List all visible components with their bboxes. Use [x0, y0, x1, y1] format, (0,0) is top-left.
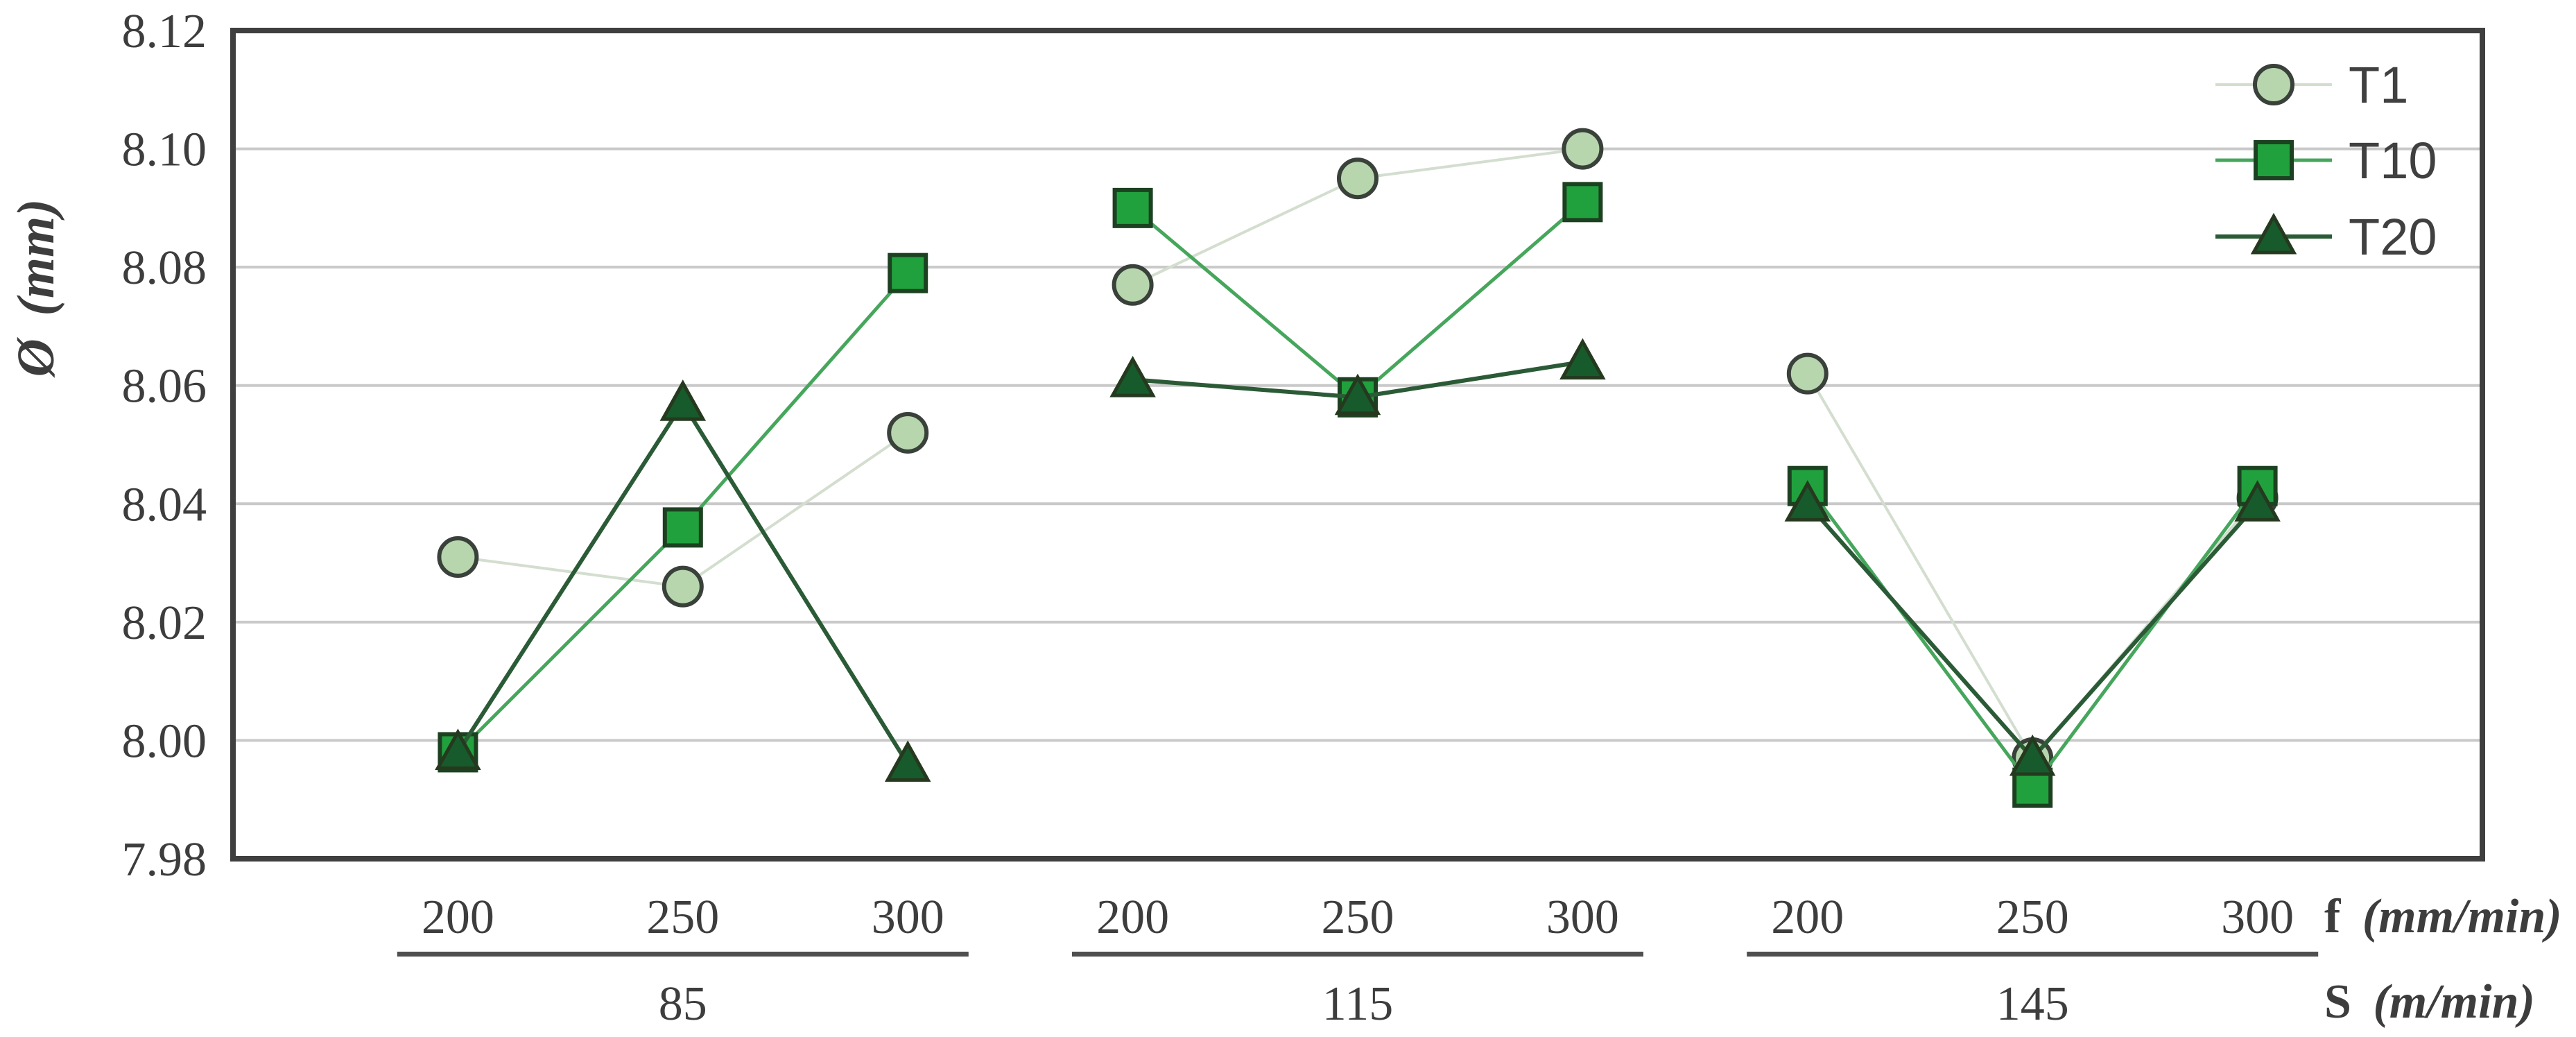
feed-tick-label: 250 — [1996, 891, 2069, 944]
feed-axis-unit: (mm/min) — [2362, 890, 2562, 943]
series-T10-line-group-1 — [1131, 200, 1584, 400]
series-T20-marker-3 — [1109, 356, 1156, 397]
legend-marker-T1 — [2253, 64, 2294, 105]
series-T20-marker-8 — [2234, 480, 2281, 522]
y-tick-label: 8.02 — [122, 597, 207, 650]
plot-border — [230, 28, 2485, 862]
group-separator-rule — [397, 952, 969, 957]
legend-marker-T20 — [2250, 212, 2297, 255]
feed-tick-label: 200 — [1096, 891, 1169, 944]
y-tick-label: 8.08 — [122, 241, 207, 295]
series-T10-marker-2 — [888, 252, 928, 293]
y-tick-label: 8.00 — [122, 714, 207, 768]
series-T1-line-group-2 — [1806, 372, 2259, 761]
y-tick-label: 8.10 — [122, 123, 207, 177]
series-T20-marker-0 — [435, 728, 481, 770]
legend-label-T10: T10 — [2349, 132, 2437, 189]
series-T10-marker-3 — [1112, 187, 1153, 228]
y-tick-label: 8.04 — [122, 478, 207, 531]
series-T1-marker-6 — [1786, 352, 1829, 395]
series-T20-marker-2 — [884, 740, 931, 782]
feed-tick-label: 250 — [1322, 891, 1394, 944]
y-tick-label: 8.12 — [122, 5, 207, 58]
y-tick-label: 7.98 — [122, 833, 207, 886]
speed-group-label: 85 — [659, 977, 707, 1031]
series-T20-marker-5 — [1559, 338, 1606, 380]
legend-label-T1: T1 — [2349, 56, 2408, 114]
series-T20-marker-7 — [2009, 734, 2056, 776]
series-T20-marker-1 — [659, 379, 707, 421]
series-T1-marker-3 — [1112, 264, 1154, 306]
feed-axis-title: f (mm/min) — [2324, 893, 2562, 941]
series-T20-marker-6 — [1784, 480, 1831, 522]
legend-marker-T10 — [2254, 140, 2294, 180]
series-T20-line-group-2 — [1806, 502, 2259, 762]
group-separator-rule — [1747, 952, 2319, 957]
series-T20-marker-4 — [1334, 373, 1381, 415]
series-T10-marker-1 — [662, 507, 703, 548]
y-axis-symbol: Ø — [7, 338, 65, 377]
speed-group-label: 145 — [1996, 977, 2069, 1031]
group-separator-rule — [1072, 952, 1643, 957]
y-axis-title: Ø (mm) — [7, 198, 65, 377]
y-axis-unit: (mm) — [7, 198, 65, 316]
feed-tick-label: 200 — [422, 891, 494, 944]
series-T1-marker-5 — [1562, 128, 1604, 170]
legend-label-T20: T20 — [2349, 208, 2437, 266]
series-T1-marker-1 — [662, 565, 704, 608]
feed-tick-label: 300 — [2221, 891, 2294, 944]
series-T1-marker-2 — [887, 411, 929, 454]
feed-axis-symbol: f — [2324, 890, 2341, 943]
series-T1-marker-4 — [1337, 157, 1378, 200]
series-T1-marker-0 — [437, 536, 479, 579]
feed-tick-label: 300 — [1546, 891, 1619, 944]
y-tick-label: 8.06 — [122, 360, 207, 413]
speed-axis-title: S (m/min) — [2324, 978, 2535, 1027]
speed-axis-symbol: S — [2324, 975, 2351, 1029]
speed-axis-unit: (m/min) — [2373, 975, 2535, 1029]
series-T10-marker-5 — [1562, 182, 1603, 223]
feed-tick-label: 200 — [1771, 891, 1844, 944]
feed-tick-label: 250 — [646, 891, 719, 944]
speed-group-label: 115 — [1322, 977, 1393, 1031]
feed-tick-label: 300 — [872, 891, 944, 944]
